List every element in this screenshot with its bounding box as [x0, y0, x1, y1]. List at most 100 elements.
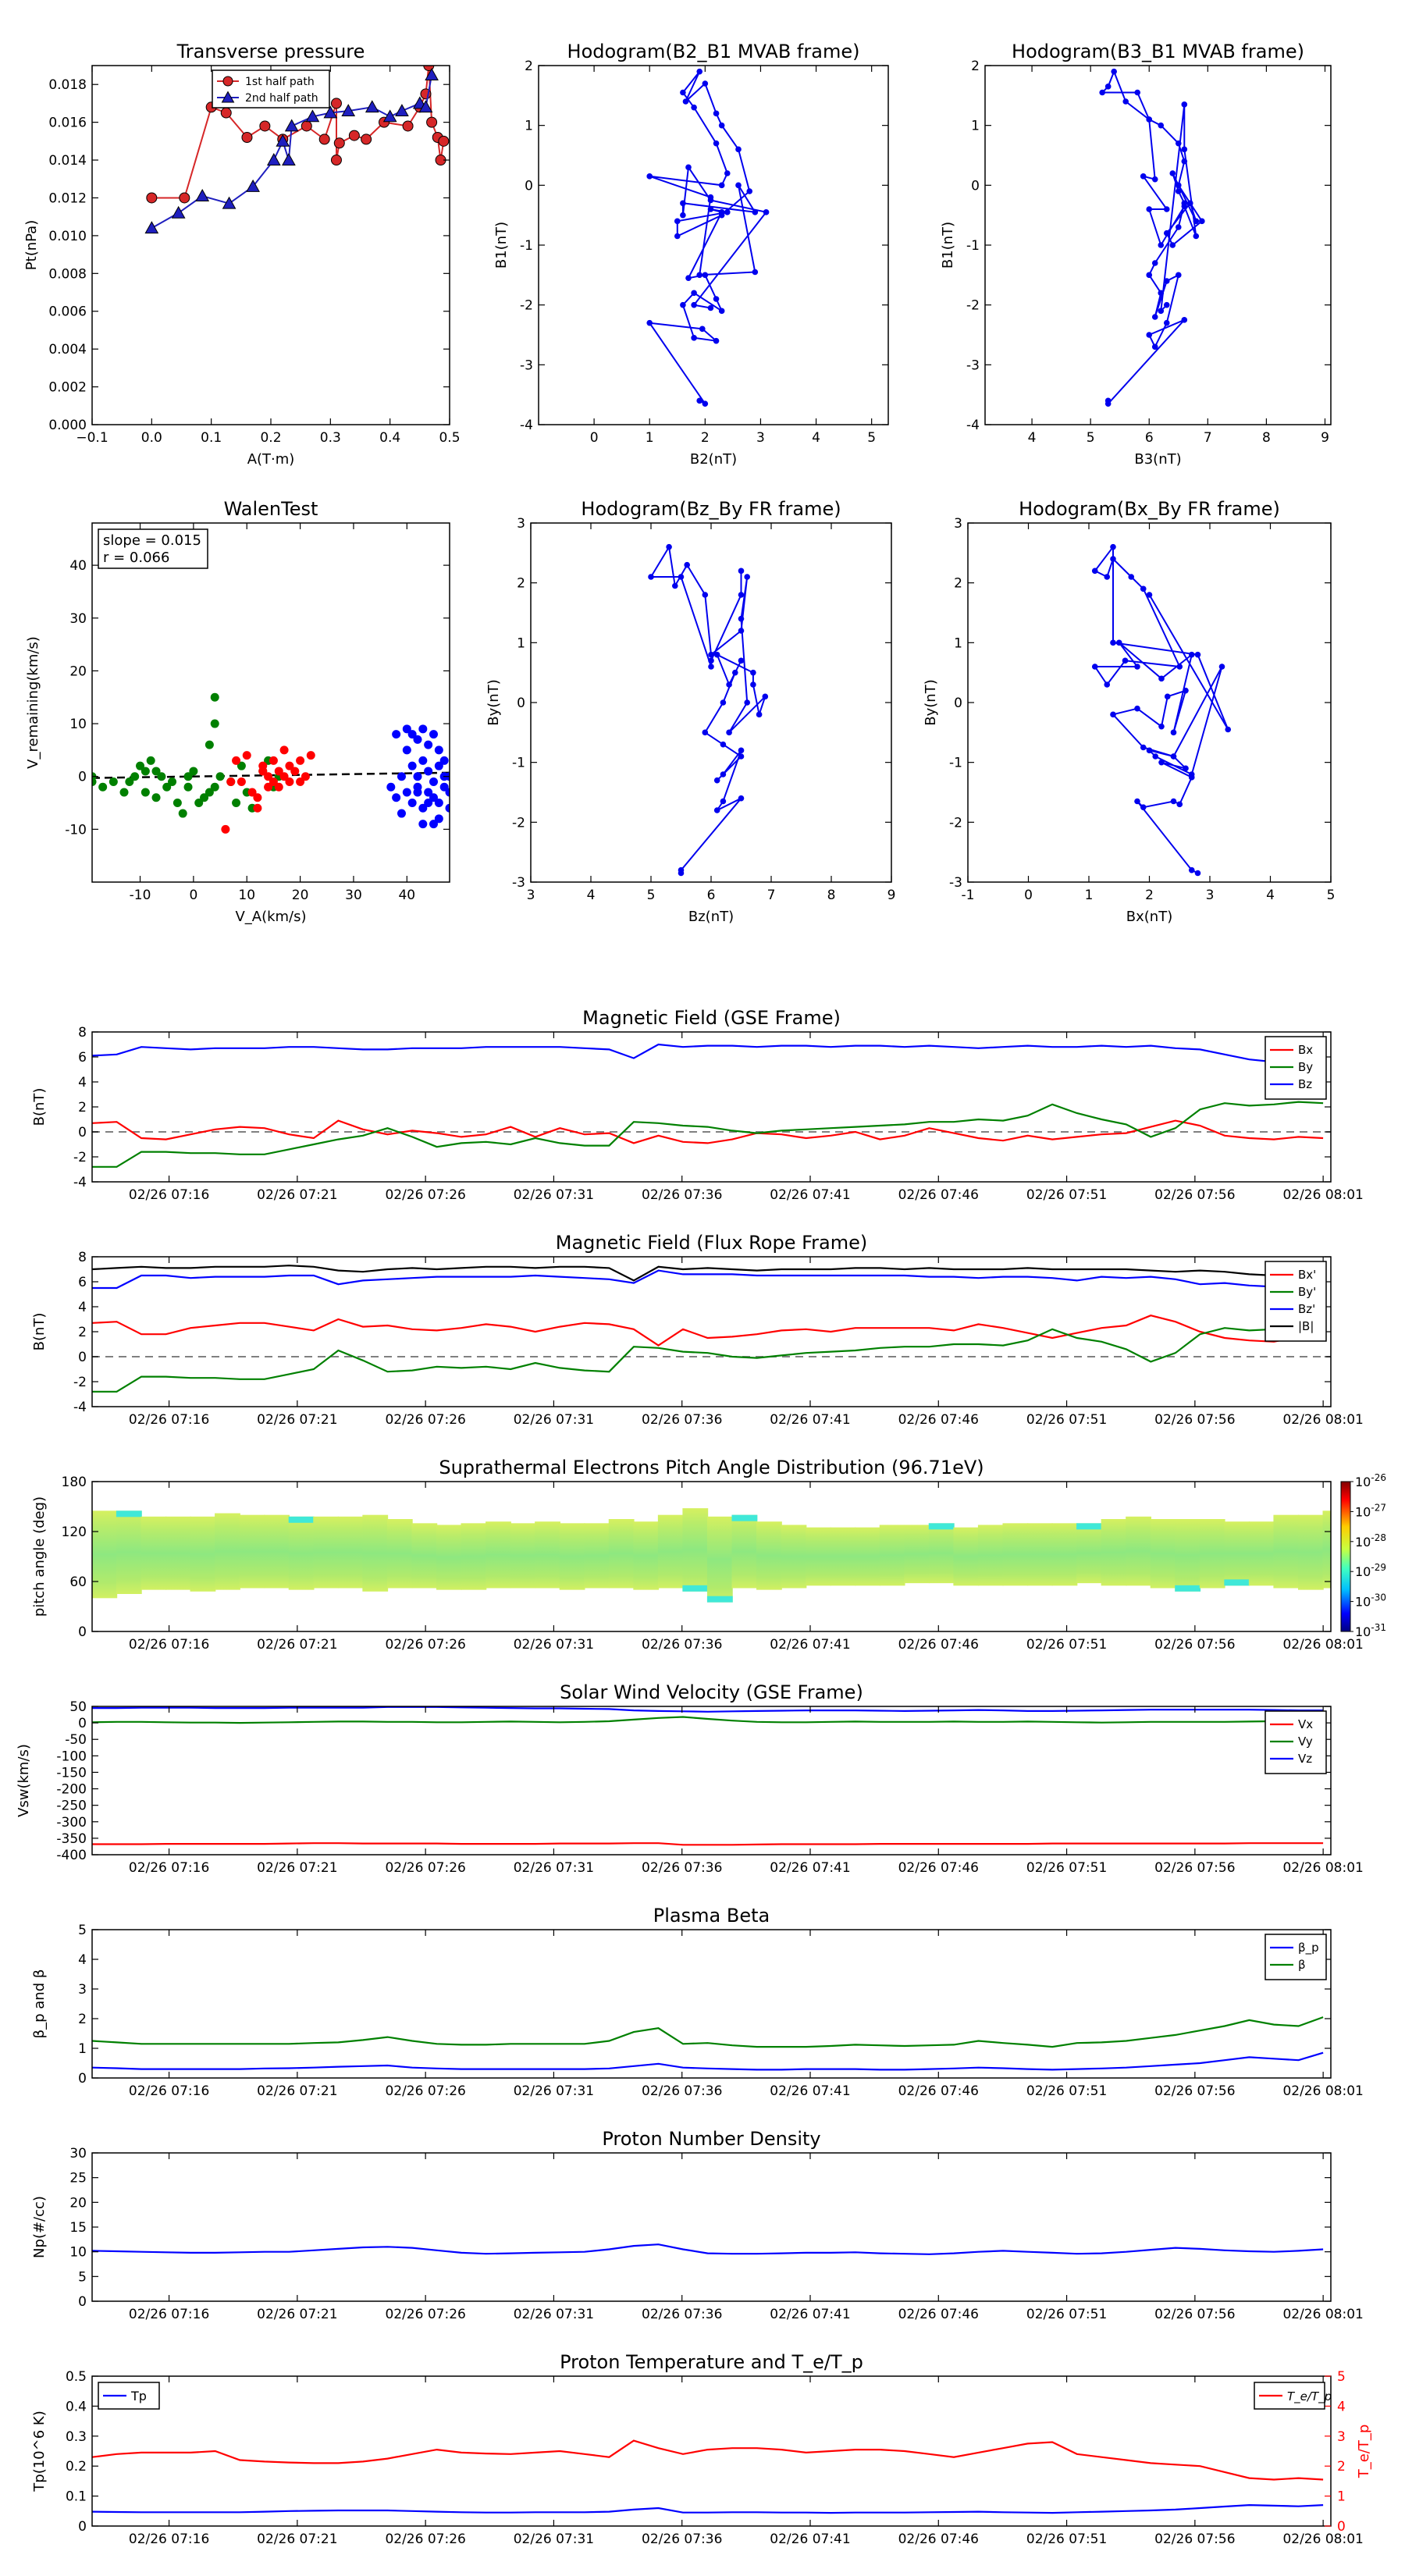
h4-plot-area [1091, 543, 1232, 877]
h2-point [1175, 188, 1182, 194]
heatmap-cell [731, 1514, 758, 1589]
h4-ytick-label: -3 [949, 875, 962, 891]
ts5-ytick-label: 0 [78, 2071, 87, 2087]
ts6-ytick-label: 10 [69, 2245, 87, 2261]
wt-ytick-label: 10 [69, 717, 87, 732]
h1-point [713, 296, 720, 302]
wt-point [119, 788, 129, 797]
h1-point [691, 335, 697, 341]
ts1-ytick-label: -2 [73, 1150, 87, 1165]
h2-ytick-label: 2 [971, 59, 980, 74]
ts5-time-label: 02/26 07:16 [129, 2083, 209, 2099]
ts2-ytick-label: 6 [78, 1275, 87, 1290]
h4-point [1225, 726, 1232, 733]
h4-point [1134, 798, 1140, 805]
wt-point [183, 772, 193, 781]
heatmap-cell [1002, 1523, 1029, 1586]
wt-point [402, 788, 411, 797]
wt-point [407, 799, 417, 808]
h4-xtick-label: 0 [1024, 888, 1033, 903]
h4-point [1194, 651, 1201, 658]
ts4-time-label: 02/26 07:46 [898, 1860, 979, 1876]
ts2-time-label: 02/26 07:36 [642, 1412, 722, 1428]
ts7-plot-area [92, 2439, 1324, 2514]
h4-ytick-label: 1 [954, 635, 962, 651]
wt-point [306, 751, 315, 760]
h3-ytick-label: -1 [512, 756, 525, 771]
heatmap-cell [682, 1585, 709, 1592]
wt-xlabel: V_A(km/s) [235, 909, 306, 925]
h4-point [1194, 870, 1201, 877]
h3-point [720, 798, 727, 805]
wt-point [125, 777, 134, 786]
ts6-time-label: 02/26 07:36 [642, 2307, 722, 2322]
wt-point [445, 803, 450, 813]
h3-point [648, 574, 654, 580]
h2-point [1169, 242, 1176, 248]
ts4-legend-label: Vy [1298, 1735, 1313, 1749]
wt-ytick-label: -10 [65, 822, 87, 838]
h2-point [1122, 98, 1129, 105]
h2-point [1104, 400, 1112, 407]
ts4-ytick-label: -350 [56, 1831, 87, 1847]
h3-point [726, 729, 732, 736]
ts3-plot-area [92, 1508, 1331, 1603]
ts5-legend-label: β_p [1298, 1941, 1319, 1955]
wt-point [434, 799, 443, 808]
h4-point [1170, 798, 1177, 805]
wt-point [434, 814, 443, 824]
wt-point [407, 730, 417, 739]
heatmap-cell [1051, 1523, 1078, 1586]
wt-point [151, 767, 161, 776]
ts7-time-label: 02/26 07:56 [1154, 2532, 1235, 2547]
ts6-time-label: 02/26 07:31 [514, 2307, 594, 2322]
ts5-time-label: 02/26 07:46 [898, 2083, 979, 2099]
h3-series-line [649, 544, 767, 873]
h4-point [1158, 723, 1165, 730]
wt-point [402, 724, 411, 734]
wt-point [301, 772, 310, 781]
heatmap-cell [781, 1525, 807, 1589]
ts7-time-label: 02/26 07:51 [1026, 2532, 1107, 2547]
heatmap-cell [1175, 1519, 1201, 1592]
ts6-ytick-label: 30 [69, 2146, 87, 2161]
ts1-ytick-label: 8 [78, 1025, 87, 1041]
tp-point [395, 104, 409, 117]
ts7-time-label: 02/26 07:31 [514, 2532, 594, 2547]
h1-point [718, 182, 725, 189]
tp-title: Transverse pressure [176, 41, 365, 62]
h4-xtick-label: -1 [962, 888, 975, 903]
wt-point [285, 761, 294, 770]
ts5-ytick-label: 1 [78, 2041, 87, 2057]
wt-point [429, 730, 438, 739]
h4-background [968, 523, 1331, 882]
h4-point [1110, 556, 1116, 562]
h2-point [1146, 272, 1153, 279]
ts6-title: Proton Number Density [602, 2128, 820, 2150]
wt-point [392, 793, 401, 802]
tp-xtick-label: 0.4 [379, 430, 400, 446]
h1-xtick-label: 4 [812, 430, 820, 446]
ts4-title: Solar Wind Velocity (GSE Frame) [560, 1681, 863, 1703]
h4-point [1183, 765, 1189, 772]
ts2-time-label: 02/26 07:26 [385, 1412, 465, 1428]
chart-ts5: Plasma Beta 0 1 2 3 4 5 02/26 07:16 02/26 07:21 0… [31, 1905, 1364, 2099]
h4-point [1110, 639, 1116, 646]
wt-point [407, 761, 417, 770]
h4-point [1152, 753, 1159, 760]
ts6-time-label: 02/26 07:41 [770, 2307, 850, 2322]
ts4-time-label: 02/26 07:31 [514, 1860, 594, 1876]
h2-ytick-label: -2 [966, 298, 980, 314]
h4-point [1134, 664, 1140, 670]
ts1-frame [91, 1031, 1332, 1183]
tp-point [425, 68, 439, 81]
h4-point [1134, 705, 1140, 712]
h4-xlabel: Bx(nT) [1126, 909, 1172, 925]
tp-xtick-label: 0.3 [320, 430, 341, 446]
ts4-time-label: 02/26 07:36 [642, 1860, 722, 1876]
h3-point [738, 615, 745, 622]
ts4-plot-area [92, 1706, 1324, 1846]
h1-point [707, 304, 714, 311]
ts7-legend-right: T_e/T_p [1254, 2382, 1332, 2410]
h1-point [752, 209, 759, 215]
